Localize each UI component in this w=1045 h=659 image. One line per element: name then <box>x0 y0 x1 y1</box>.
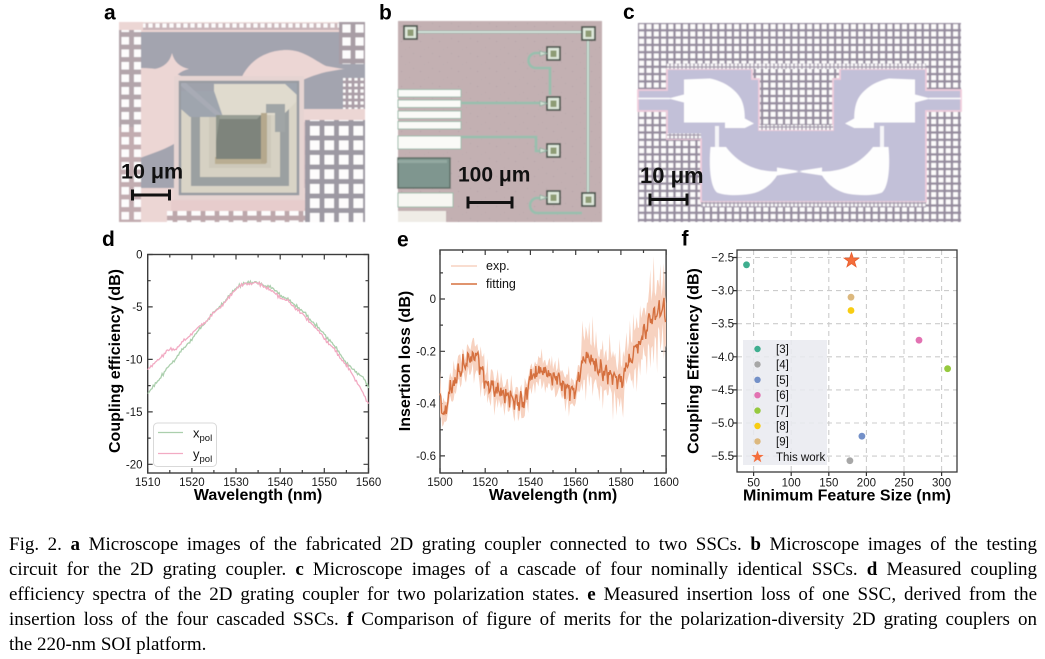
svg-text:[8]: [8] <box>776 421 789 433</box>
svg-text:−4.0: −4.0 <box>711 352 734 364</box>
svg-text:150: 150 <box>819 478 838 490</box>
svg-text:300: 300 <box>932 478 951 490</box>
svg-text:[4]: [4] <box>776 359 789 371</box>
svg-text:-0.4: -0.4 <box>416 399 436 411</box>
svg-text:−3.0: −3.0 <box>711 286 734 298</box>
svg-text:Insertion loss (dB): Insertion loss (dB) <box>397 291 414 431</box>
svg-text:d: d <box>102 228 115 251</box>
svg-text:fitting: fitting <box>486 277 516 291</box>
svg-text:b: b <box>379 2 392 25</box>
svg-text:−2.5: −2.5 <box>711 253 734 265</box>
svg-text:1550: 1550 <box>312 477 338 489</box>
svg-text:[9]: [9] <box>776 436 789 448</box>
svg-text:Wavelength (nm): Wavelength (nm) <box>194 487 322 504</box>
svg-text:0: 0 <box>430 294 436 306</box>
svg-text:-20: -20 <box>126 459 143 471</box>
svg-text:[7]: [7] <box>776 406 789 418</box>
svg-text:f: f <box>682 228 690 251</box>
svg-text:Minimum Feature Size (nm): Minimum Feature Size (nm) <box>743 488 951 505</box>
svg-text:[6]: [6] <box>776 390 789 402</box>
svg-text:-0.6: -0.6 <box>416 451 436 463</box>
svg-text:1560: 1560 <box>563 477 589 489</box>
svg-text:−5.0: −5.0 <box>711 418 734 430</box>
svg-text:e: e <box>397 229 409 252</box>
svg-text:10 μm: 10 μm <box>640 163 704 188</box>
svg-text:200: 200 <box>857 478 876 490</box>
svg-text:−5.5: −5.5 <box>711 451 734 463</box>
svg-text:Coupling efficiency (dB): Coupling efficiency (dB) <box>107 269 124 453</box>
svg-text:a: a <box>104 2 116 25</box>
svg-text:-15: -15 <box>126 407 143 419</box>
svg-text:250: 250 <box>894 478 913 490</box>
svg-text:-0.2: -0.2 <box>416 346 436 358</box>
svg-text:Coupling Efficiency (dB): Coupling Efficiency (dB) <box>686 268 703 454</box>
svg-text:1520: 1520 <box>179 477 205 489</box>
svg-text:-10: -10 <box>126 354 143 366</box>
svg-text:1540: 1540 <box>267 477 293 489</box>
svg-text:This work: This work <box>776 452 825 464</box>
svg-text:c: c <box>623 1 635 24</box>
svg-text:1600: 1600 <box>653 477 679 489</box>
svg-text:1510: 1510 <box>135 477 161 489</box>
svg-text:[5]: [5] <box>776 375 789 387</box>
svg-text:exp.: exp. <box>486 259 510 273</box>
svg-text:Wavelength (nm): Wavelength (nm) <box>489 487 617 504</box>
svg-text:0: 0 <box>136 250 142 262</box>
svg-text:−4.5: −4.5 <box>711 385 734 397</box>
svg-text:10 μm: 10 μm <box>121 160 183 184</box>
svg-text:-5: -5 <box>132 302 142 314</box>
svg-text:[3]: [3] <box>776 344 789 356</box>
svg-text:1530: 1530 <box>223 477 249 489</box>
svg-text:50: 50 <box>747 478 760 490</box>
svg-text:1560: 1560 <box>356 477 382 489</box>
svg-text:1500: 1500 <box>427 477 453 489</box>
svg-text:1520: 1520 <box>472 477 498 489</box>
svg-text:100 μm: 100 μm <box>458 164 530 187</box>
svg-text:100: 100 <box>782 478 801 490</box>
svg-text:−3.5: −3.5 <box>711 319 734 331</box>
svg-text:1580: 1580 <box>608 477 634 489</box>
svg-text:1540: 1540 <box>518 477 544 489</box>
